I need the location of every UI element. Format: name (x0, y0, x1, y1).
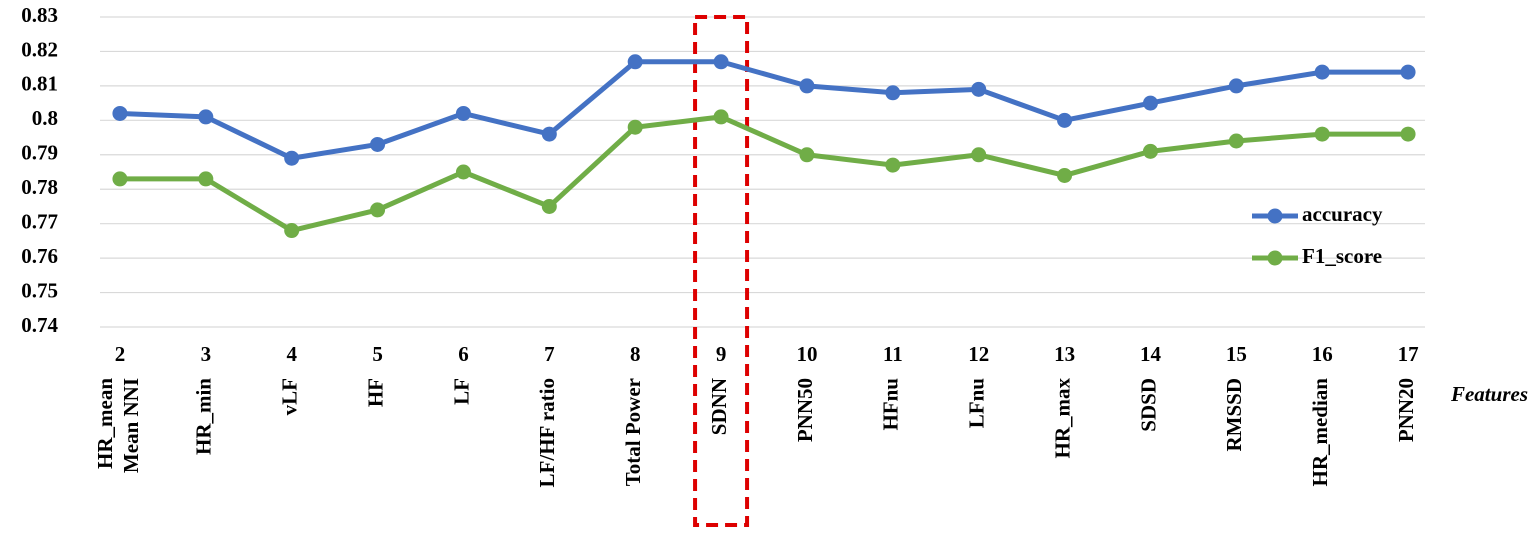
marker (370, 202, 386, 218)
marker (971, 81, 987, 97)
marker (198, 171, 214, 187)
legend-marker (1267, 250, 1283, 266)
y-tick-label: 0.74 (21, 313, 58, 337)
marker (1400, 126, 1416, 142)
marker (1228, 78, 1244, 94)
x-tick-label: 16 (1312, 342, 1333, 366)
y-tick-label: 0.76 (21, 244, 58, 268)
legend-marker (1267, 208, 1283, 224)
feature-label: HFnu (879, 378, 903, 431)
x-tick-label: 13 (1054, 342, 1075, 366)
feature-label: vLF (278, 378, 302, 415)
feature-label: LF/HF ratio (535, 378, 559, 487)
marker (627, 119, 643, 135)
marker (1228, 133, 1244, 149)
marker (1400, 64, 1416, 80)
x-tick-label: 10 (796, 342, 817, 366)
feature-label: PNN20 (1394, 378, 1418, 442)
x-tick-label: 17 (1398, 342, 1419, 366)
feature-label: LF (449, 378, 473, 405)
legend-label: accuracy (1302, 202, 1383, 226)
y-tick-label: 0.8 (32, 106, 58, 130)
marker (1142, 95, 1158, 111)
x-tick-label: 2 (115, 342, 126, 366)
marker (799, 78, 815, 94)
feature-label: SDSD (1136, 378, 1160, 432)
marker (713, 109, 729, 125)
y-tick-label: 0.82 (21, 37, 58, 61)
marker (541, 126, 557, 142)
feature-label: HR_max (1050, 378, 1074, 459)
feature-label: Total Power (621, 378, 645, 486)
marker (627, 54, 643, 70)
highlight-box (693, 15, 750, 527)
x-axis-label: Features (1450, 382, 1528, 406)
x-tick-label: 12 (968, 342, 989, 366)
x-tick-label: 9 (716, 342, 727, 366)
x-tick-label: 4 (286, 342, 297, 366)
marker (455, 164, 471, 180)
x-tick-label: 5 (372, 342, 383, 366)
feature-label: HF (363, 378, 387, 407)
feature-label: HR_min (192, 378, 216, 455)
line (119, 59, 1409, 161)
y-tick-label: 0.75 (21, 278, 58, 302)
x-tick-label: 7 (544, 342, 555, 366)
x-tick-label: 6 (458, 342, 469, 366)
marker (1142, 143, 1158, 159)
marker (971, 147, 987, 163)
marker (1314, 126, 1330, 142)
marker (284, 223, 300, 239)
marker (284, 150, 300, 166)
y-tick-label: 0.77 (21, 209, 58, 233)
marker (198, 109, 214, 125)
y-tick-label: 0.79 (21, 141, 58, 165)
feature-label: RMSSD (1222, 378, 1246, 452)
feature-label: HR_mean (93, 378, 117, 469)
feature-label: LFnu (965, 378, 989, 429)
y-tick-label: 0.81 (21, 72, 58, 96)
marker (112, 105, 128, 121)
feature-label: SDNN (707, 378, 731, 435)
y-tick-label: 0.83 (21, 3, 58, 27)
feature-label: Mean NNI (119, 378, 143, 473)
x-tick-label: 11 (883, 342, 903, 366)
marker (885, 157, 901, 173)
y-tick-label: 0.78 (21, 175, 58, 199)
marker (455, 105, 471, 121)
x-tick-label: 15 (1226, 342, 1247, 366)
marker (112, 171, 128, 187)
marker (1314, 64, 1330, 80)
x-tick-label: 14 (1140, 342, 1162, 366)
marker (1057, 112, 1073, 128)
feature-label: PNN50 (793, 378, 817, 442)
marker (799, 147, 815, 163)
feature-label: HR_median (1308, 378, 1332, 487)
line (119, 114, 1409, 234)
marker (885, 85, 901, 101)
marker (1057, 167, 1073, 183)
marker (541, 198, 557, 214)
legend-label: F1_score (1302, 244, 1382, 268)
marker (713, 54, 729, 70)
x-tick-label: 8 (630, 342, 641, 366)
marker (370, 136, 386, 152)
x-tick-label: 3 (201, 342, 212, 366)
